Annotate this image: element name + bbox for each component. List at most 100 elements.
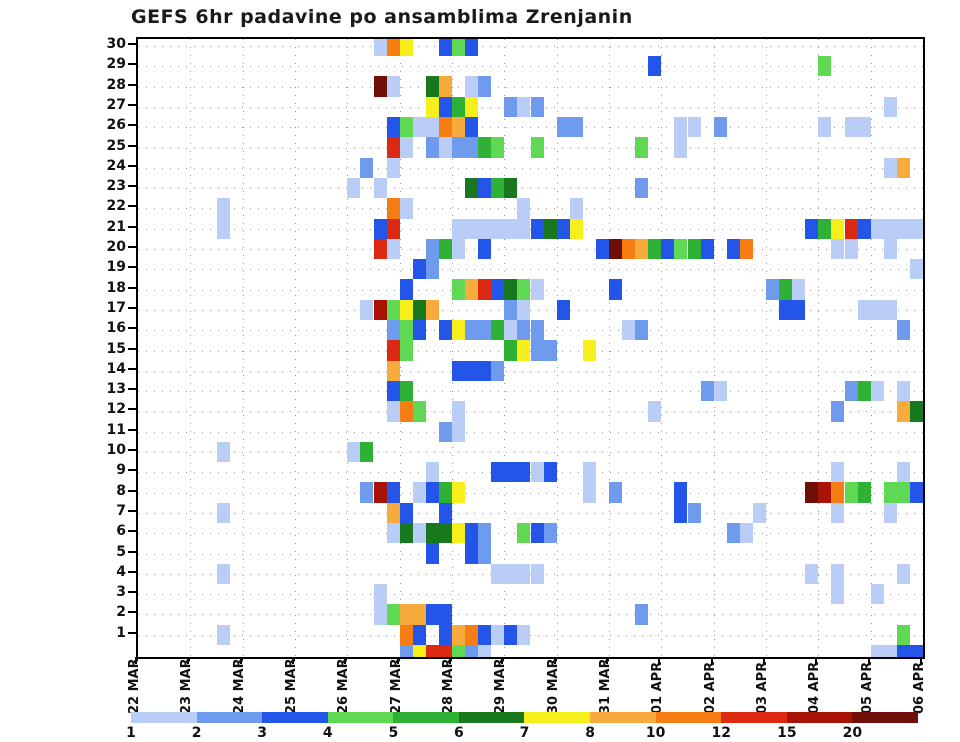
precip-cell xyxy=(216,198,230,219)
precip-cell xyxy=(386,198,400,219)
row-gridline xyxy=(138,391,923,393)
y-tick-label: 28 xyxy=(106,76,126,93)
day-gridline xyxy=(347,39,349,657)
precip-cell xyxy=(896,624,910,645)
precip-cell xyxy=(452,360,466,381)
chart-title: GEFS 6hr padavine po ansamblima Zrenjani… xyxy=(131,6,633,28)
precip-cell xyxy=(438,421,452,442)
day-gridline xyxy=(766,39,767,657)
x-tick xyxy=(396,657,399,664)
precip-cell xyxy=(530,96,544,118)
y-tick xyxy=(128,591,136,594)
precip-cell xyxy=(216,218,230,239)
precip-cell xyxy=(517,624,531,645)
y-tick xyxy=(128,124,136,127)
precip-cell xyxy=(504,96,518,118)
precip-cell xyxy=(582,340,596,361)
precip-cell xyxy=(674,502,688,524)
y-tick-label: 4 xyxy=(116,563,126,580)
x-tick-label: 22 MAR xyxy=(127,658,142,714)
precip-cell xyxy=(491,177,505,199)
y-tick-label: 25 xyxy=(106,137,126,154)
precip-cell xyxy=(412,523,426,544)
precip-cell xyxy=(438,137,452,158)
colorbar-tick-label: 12 xyxy=(711,725,731,741)
precip-cell xyxy=(373,238,387,260)
row-gridline xyxy=(138,634,923,636)
precip-cell xyxy=(831,462,845,483)
plot-area xyxy=(136,37,925,659)
precip-cell xyxy=(713,117,727,138)
precip-cell xyxy=(739,238,753,260)
x-tick xyxy=(815,657,818,664)
precip-cell xyxy=(752,502,766,524)
y-tick-label: 22 xyxy=(106,198,126,215)
y-tick xyxy=(128,449,136,451)
day-gridline xyxy=(661,39,663,657)
y-tick-label: 20 xyxy=(106,239,126,255)
precip-cell xyxy=(504,624,518,645)
colorbar-segment xyxy=(524,712,591,723)
y-tick xyxy=(128,327,136,330)
precip-cell xyxy=(857,380,871,402)
row-gridline xyxy=(138,208,923,210)
precip-cell xyxy=(504,563,518,584)
row-gridline xyxy=(138,86,923,88)
x-tick-label: 25 MAR xyxy=(284,658,299,714)
precip-cell xyxy=(517,320,531,341)
precip-cell xyxy=(425,299,439,321)
precip-cell xyxy=(465,644,479,657)
precip-cell xyxy=(504,299,518,321)
precip-cell xyxy=(491,137,505,158)
precip-cell xyxy=(517,218,531,239)
precip-cell xyxy=(412,401,426,422)
precip-cell xyxy=(543,523,557,544)
precip-cell xyxy=(883,502,897,524)
precip-cell xyxy=(883,218,897,239)
y-tick-label: 29 xyxy=(106,56,126,73)
precip-cell xyxy=(779,299,793,321)
colorbar-tick-label: 15 xyxy=(777,725,797,741)
precip-cell xyxy=(896,482,910,503)
colorbar-tick-label: 1 xyxy=(126,725,136,741)
precip-cell xyxy=(452,482,466,503)
colorbar-tick-label: 10 xyxy=(645,725,666,741)
precip-cell xyxy=(883,96,897,118)
x-tick-label: 01 APR xyxy=(650,661,666,714)
precip-cell xyxy=(399,502,413,524)
precip-cell xyxy=(478,76,492,97)
precip-cell xyxy=(517,279,531,300)
precip-cell xyxy=(452,320,466,341)
x-tick-label: 06 APR xyxy=(912,661,927,714)
y-tick-label: 6 xyxy=(116,523,126,540)
x-tick-label: 30 MAR xyxy=(545,658,561,714)
precip-cell xyxy=(674,137,688,158)
precip-cell xyxy=(425,76,439,97)
y-tick-label: 2 xyxy=(116,604,126,621)
y-tick xyxy=(128,225,136,228)
row-gridline xyxy=(138,249,923,250)
day-gridline xyxy=(609,39,610,657)
y-tick-label: 7 xyxy=(116,502,126,519)
precip-cell xyxy=(386,299,400,321)
precip-cell xyxy=(216,563,230,584)
precip-cell xyxy=(373,218,387,239)
precip-cell xyxy=(818,218,832,239)
precip-cell xyxy=(360,157,374,178)
precip-cell xyxy=(857,482,871,503)
y-tick-label: 26 xyxy=(106,117,126,134)
precip-cell xyxy=(896,218,910,239)
y-tick xyxy=(128,530,136,533)
precip-cell xyxy=(818,482,832,503)
precip-cell xyxy=(909,401,923,422)
precip-cell xyxy=(216,624,230,645)
precip-cell xyxy=(373,177,387,199)
precip-cell xyxy=(399,117,413,138)
precip-cell xyxy=(700,380,714,402)
colorbar-tick-label: 8 xyxy=(585,725,595,741)
precip-cell xyxy=(360,482,374,503)
precip-cell xyxy=(347,177,361,199)
precip-cell xyxy=(805,563,819,584)
precip-cell xyxy=(399,137,413,158)
